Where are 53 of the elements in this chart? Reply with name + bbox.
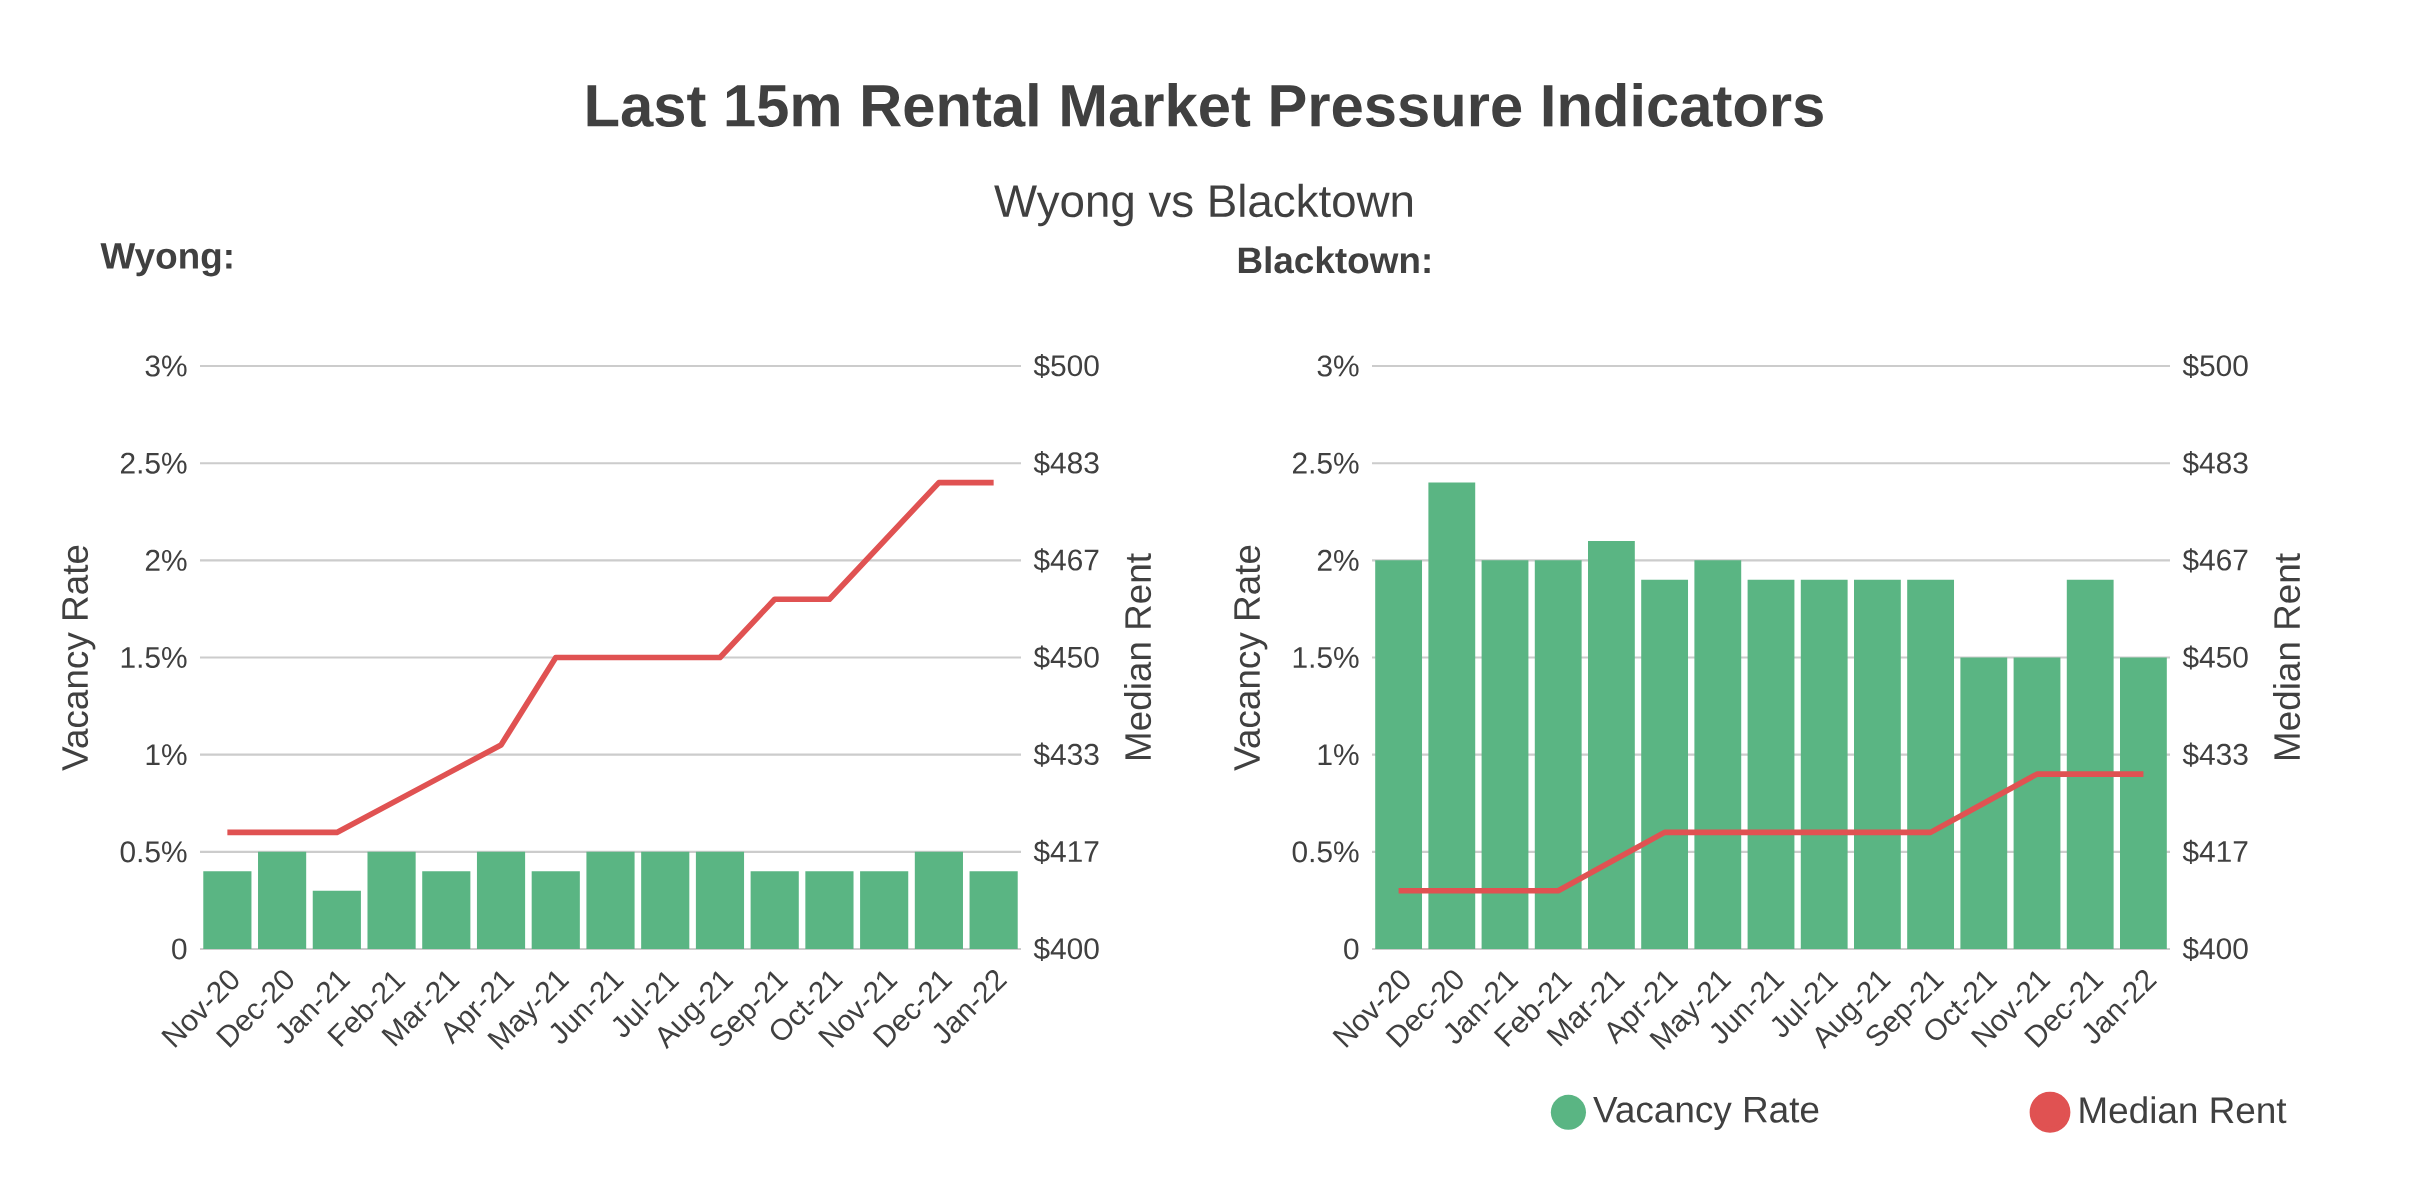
y-tick-label: 2% xyxy=(145,549,187,571)
y2-tick-label: $400 xyxy=(2182,936,2248,962)
legend-label: Vacancy Rate xyxy=(1593,1096,1819,1130)
bar xyxy=(1641,579,1689,950)
y-tick-label: 0 xyxy=(172,938,187,960)
bar xyxy=(1375,560,1423,950)
bar xyxy=(1854,579,1901,950)
y-tick-label: 0.5% xyxy=(1292,841,1359,863)
y-tick-label: 2.5% xyxy=(120,452,187,474)
chart-title: Wyong: xyxy=(100,243,232,277)
y-axis-title: Vacancy Rate xyxy=(1234,545,1268,771)
chart-title: Blacktown: xyxy=(1238,246,1430,274)
bar xyxy=(1907,579,1955,950)
bar xyxy=(1800,579,1848,950)
bar xyxy=(2066,579,2114,950)
y2-tick-label: $417 xyxy=(1033,839,1099,864)
bar xyxy=(1694,560,1742,950)
y-tick-label: 1.5% xyxy=(1293,647,1359,668)
y2-tick-label: $500 xyxy=(2182,353,2248,379)
y2-tick-label: $450 xyxy=(1033,645,1099,670)
text: Wyong vs Blacktown xyxy=(994,183,1413,227)
y-tick-label: 1% xyxy=(1318,744,1359,766)
bar xyxy=(1428,482,1476,950)
y2-tick-label: $467 xyxy=(1033,548,1099,573)
bar xyxy=(1588,540,1635,950)
y-axis-title: Vacancy Rate xyxy=(62,545,96,771)
y2-axis-title: Median Rent xyxy=(2273,553,2301,760)
y-tick-label: 1.5% xyxy=(121,647,187,668)
y2-tick-label: $483 xyxy=(2182,451,2248,476)
y-tick-label: 2% xyxy=(1317,549,1359,571)
y-tick-label: 2.5% xyxy=(1292,452,1359,474)
bar xyxy=(1481,560,1529,950)
bar xyxy=(1534,560,1582,950)
y2-tick-label: $417 xyxy=(2182,839,2248,864)
y-tick-label: 1% xyxy=(146,744,187,766)
y2-tick-label: $400 xyxy=(1033,936,1099,962)
legend-label: Median Rent xyxy=(2080,1096,2287,1124)
y2-tick-label: $450 xyxy=(2182,645,2248,670)
y-tick-label: 3% xyxy=(1317,355,1359,377)
y-tick-label: 0 xyxy=(1344,938,1359,960)
bar xyxy=(2120,657,2167,950)
y2-tick-label: $433 xyxy=(2182,742,2248,767)
y-tick-label: 3% xyxy=(145,355,187,377)
y2-tick-label: $467 xyxy=(2182,548,2248,573)
y2-axis-title: Median Rent xyxy=(1124,553,1152,760)
text: Last 15m Rental Market Pressure Indicators xyxy=(587,83,1823,127)
bar xyxy=(1960,657,2008,950)
bar xyxy=(1747,579,1795,950)
y-tick-label: 0.5% xyxy=(120,841,187,863)
y2-tick-label: $483 xyxy=(1033,451,1099,476)
bar xyxy=(2013,657,2061,950)
y2-tick-label: $433 xyxy=(1033,742,1099,767)
y2-tick-label: $500 xyxy=(1033,353,1099,379)
